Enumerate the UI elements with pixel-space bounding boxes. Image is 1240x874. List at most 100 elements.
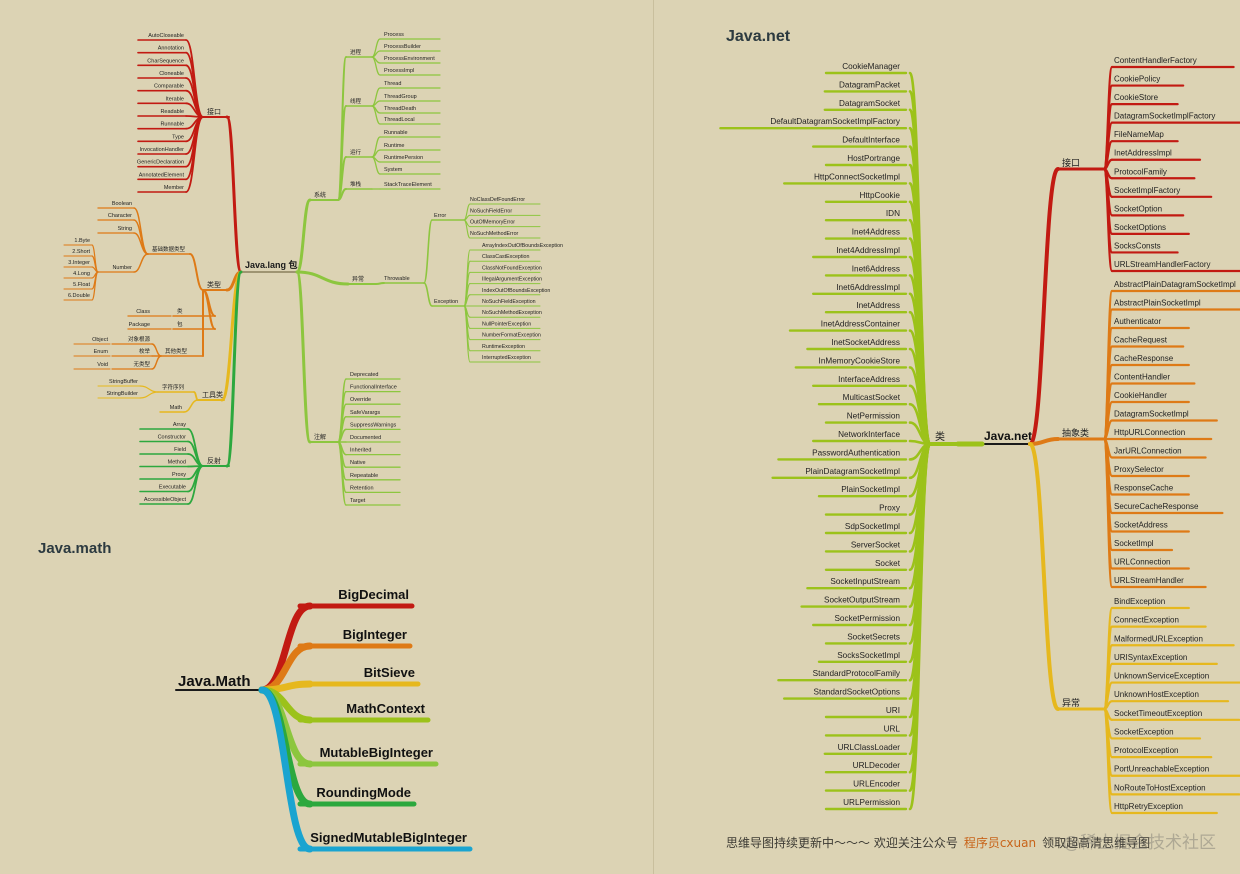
node-label-throwable: Throwable	[384, 276, 410, 282]
node-label-system: System	[384, 167, 403, 173]
branch-line	[91, 244, 99, 273]
node-label-socketinputstream: SocketInputStream	[830, 577, 900, 586]
node-label-nullpointerexception: NullPointerException	[482, 321, 531, 327]
node-label-classnotfoundexception: ClassNotFoundException	[482, 265, 542, 271]
node-label-processbuilder: ProcessBuilder	[384, 44, 421, 50]
node-label-node: 接口	[207, 107, 221, 116]
branch-line	[258, 686, 314, 853]
branch-line	[185, 51, 204, 118]
node-label-node: 抽象类	[1062, 427, 1089, 438]
footer-account: 程序员cxuan	[963, 836, 1037, 850]
branch-line	[225, 270, 243, 468]
node-label-standardprotocolfamily: StandardProtocolFamily	[813, 669, 901, 678]
node-label-runtimepersion: RuntimePersion	[384, 155, 423, 161]
branch-line	[139, 391, 159, 399]
node-label-node: 系统	[314, 191, 326, 199]
node-label-executable: Executable	[159, 485, 186, 491]
node-label-node: 线程	[350, 97, 362, 105]
node-label-node: 字符序列	[162, 383, 185, 391]
node-label-portunreachableexception: PortUnreachableException	[1114, 765, 1209, 774]
branch-line	[202, 289, 216, 330]
node-label-serversocket: ServerSocket	[851, 540, 901, 549]
node-label-passwordauthentication: PasswordAuthentication	[812, 448, 900, 457]
panel-divider	[653, 0, 654, 874]
branch-line	[1102, 707, 1114, 815]
branch-line	[183, 399, 199, 413]
node-label-native: Native	[350, 460, 366, 466]
branch-line	[151, 355, 162, 370]
branch-line	[133, 207, 149, 255]
node-label-node: 运行	[350, 148, 362, 156]
node-label-nosuchfieldexception: NoSuchFieldException	[482, 299, 536, 305]
footer-tail: 领取超高清思维导图	[1042, 836, 1151, 850]
node-label-authenticator: Authenticator	[1114, 317, 1161, 326]
node-label-deprecated: Deprecated	[350, 372, 378, 378]
node-label-autocloseable: AutoCloseable	[148, 33, 184, 39]
node-label-multicastsocket: MulticastSocket	[843, 393, 901, 402]
node-label-4-long: 4.Long	[73, 271, 90, 277]
node-label-cookiestore: CookieStore	[1114, 93, 1159, 102]
node-label-noroutetohostexception: NoRouteToHostException	[1114, 783, 1206, 792]
node-label-plainsocketimpl: PlainSocketImpl	[841, 485, 900, 494]
branch-line	[133, 253, 149, 273]
node-label-connectexception: ConnectException	[1114, 616, 1179, 625]
node-label-java-lang: Java.lang 包	[245, 259, 298, 270]
branch-line	[1028, 167, 1060, 446]
branch-line	[151, 343, 162, 357]
node-label-defaultinterface: DefaultInterface	[842, 136, 900, 145]
node-label-math: Math	[170, 405, 182, 411]
node-label-runtime: Runtime	[384, 143, 404, 149]
node-label-securecacheresponse: SecureCacheResponse	[1114, 502, 1199, 511]
node-label-inet6address: Inet6Address	[852, 264, 900, 273]
node-label-stringbuffer: StringBuffer	[109, 379, 138, 385]
branch-line	[371, 56, 381, 76]
node-label-void: Void	[97, 362, 108, 368]
watermark: @稀土掘金技术社区	[1063, 833, 1216, 853]
node-label-array: Array	[173, 422, 186, 428]
node-label-java-net: Java.net	[984, 429, 1032, 443]
node-label-datagramsocketimplfactory: DatagramSocketImplFactory	[1114, 112, 1215, 121]
node-label-outofmemoryerror: OutOfMemoryError	[470, 220, 515, 226]
branch-line	[185, 116, 204, 193]
node-label-accessibleobject: AccessibleObject	[144, 497, 187, 503]
node-label-socketsecrets: SocketSecrets	[847, 632, 900, 641]
node-label-class: Class	[136, 309, 150, 315]
node-label-boolean: Boolean	[112, 201, 132, 207]
node-label-nosuchmethoderror: NoSuchMethodError	[470, 231, 519, 237]
branch-line	[193, 391, 199, 401]
node-label-node: 无类型	[133, 360, 150, 368]
node-label-socketaddress: SocketAddress	[1114, 521, 1168, 530]
node-label-inetsocketaddress: InetSocketAddress	[831, 338, 900, 347]
node-label-urldecoder: URLDecoder	[853, 761, 901, 770]
node-label-abstractplainsocketimpl: AbstractPlainSocketImpl	[1114, 299, 1201, 308]
node-label-node: 异常	[1062, 697, 1080, 708]
node-label-node: 包	[177, 320, 183, 328]
node-label-proxy: Proxy	[879, 504, 901, 513]
node-label-uri: URI	[886, 706, 900, 715]
node-label-node: 接口	[1062, 157, 1080, 168]
node-label-enum: Enum	[94, 349, 109, 355]
node-label-networkinterface: NetworkInterface	[838, 430, 900, 439]
node-label-socketimplfactory: SocketImplFactory	[1114, 186, 1180, 195]
node-label-arrayindexoutofboundsexception: ArrayIndexOutOfBoundsException	[482, 243, 563, 249]
node-label-field: Field	[174, 447, 186, 453]
node-label-defaultdatagramsocketimplfactory: DefaultDatagramSocketImplFactory	[770, 117, 901, 126]
node-label-socketpermission: SocketPermission	[834, 614, 900, 623]
node-label-readable: Readable	[160, 109, 184, 115]
node-label-processenvironment: ProcessEnvironment	[384, 56, 435, 62]
branch-line	[295, 270, 350, 286]
node-label-contenthandler: ContentHandler	[1114, 373, 1170, 382]
footer-note: 思维导图持续更新中～～～ 欢迎关注公众号 程序员cxuan 领取超高清思维导图	[726, 834, 1150, 851]
node-label-classcastexception: ClassCastException	[482, 254, 529, 260]
node-label-urlconnection: URLConnection	[1114, 558, 1170, 567]
branch-line	[371, 50, 381, 58]
node-label-2-short: 2.Short	[72, 249, 90, 255]
node-label-protocolexception: ProtocolException	[1114, 746, 1178, 755]
node-label-threadgroup: ThreadGroup	[384, 94, 417, 100]
node-label-urlencoder: URLEncoder	[853, 780, 900, 789]
node-label-retention: Retention	[350, 485, 374, 491]
node-label-netpermission: NetPermission	[847, 412, 901, 421]
node-label-urlclassloader: URLClassLoader	[838, 743, 901, 752]
node-label-unknownserviceexception: UnknownServiceException	[1114, 672, 1209, 681]
